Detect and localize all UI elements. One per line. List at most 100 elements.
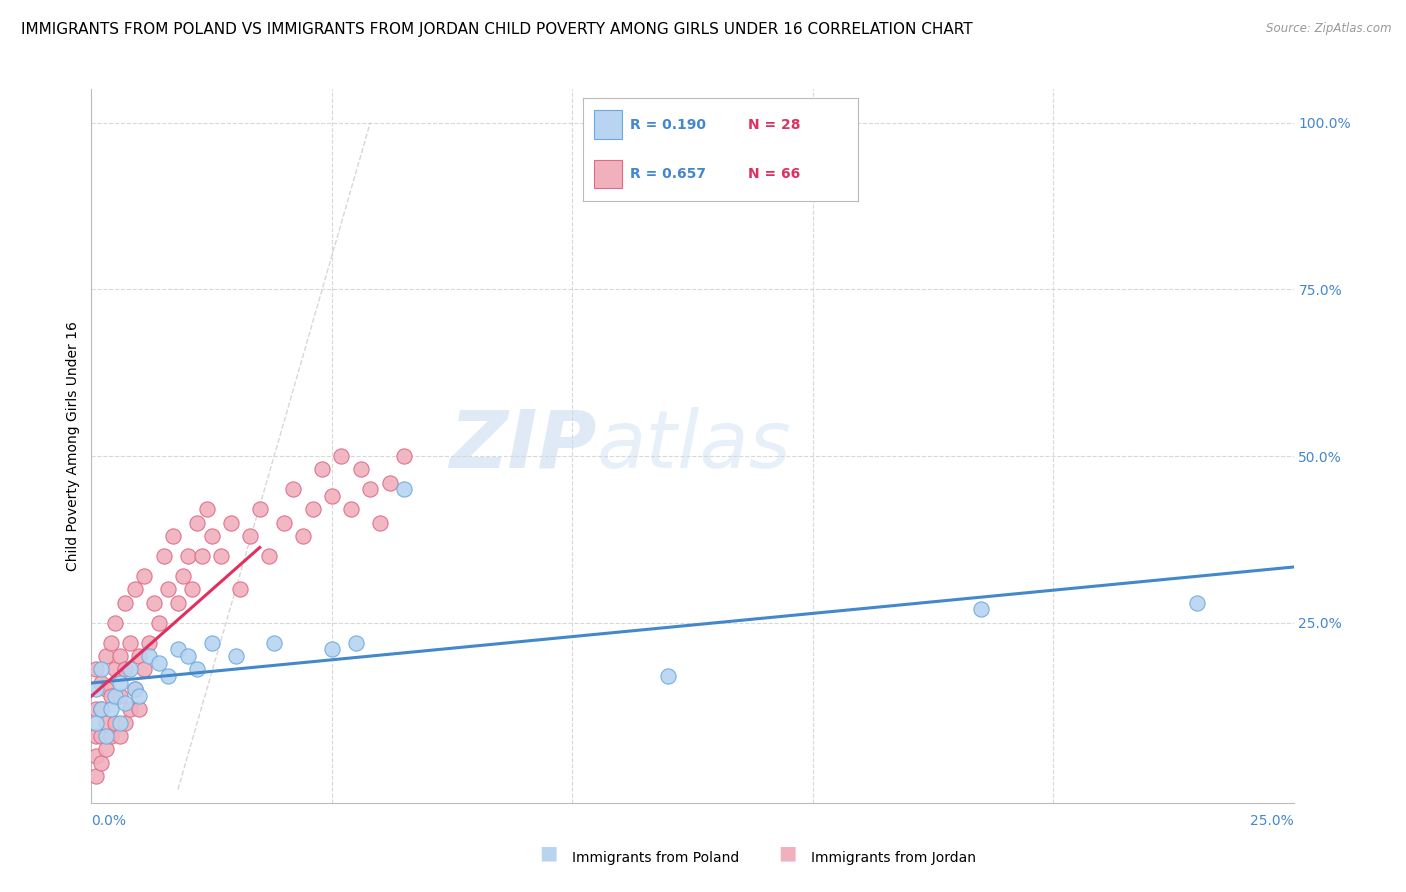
Point [330,449,353,463]
Point [225,649,247,664]
Point [219,516,242,530]
Point [273,516,295,530]
Point [118,702,141,716]
Point [124,682,146,697]
Point [321,642,343,657]
Point [94,682,117,697]
Point [259,549,281,563]
Point [100,636,122,650]
Point [94,742,117,756]
Text: Immigrants from Poland: Immigrants from Poland [572,851,740,865]
Text: ■: ■ [538,843,558,862]
Point [84,662,107,676]
Point [157,582,180,597]
Point [110,675,132,690]
Text: atlas: atlas [596,407,792,485]
Y-axis label: Child Poverty Among Girls Under 16: Child Poverty Among Girls Under 16 [66,321,80,571]
Point [162,529,184,543]
Point [970,602,993,616]
Point [94,715,117,730]
Text: R = 0.657: R = 0.657 [630,167,706,181]
Text: IMMIGRANTS FROM POLAND VS IMMIGRANTS FROM JORDAN CHILD POVERTY AMONG GIRLS UNDER: IMMIGRANTS FROM POLAND VS IMMIGRANTS FRO… [21,22,973,37]
Point [84,749,107,764]
Point [229,582,252,597]
Point [138,636,160,650]
Point [392,449,415,463]
Text: ■: ■ [778,843,797,862]
Point [104,615,127,630]
Point [657,669,679,683]
Point [201,529,224,543]
Text: ZIP: ZIP [449,407,596,485]
Point [124,582,146,597]
Point [152,549,174,563]
Point [350,462,373,476]
Point [114,715,136,730]
Point [128,649,150,664]
Point [321,489,343,503]
Point [100,702,122,716]
Point [90,675,112,690]
Text: Immigrants from Jordan: Immigrants from Jordan [811,851,976,865]
Point [104,689,127,703]
Point [110,729,132,743]
Point [340,502,363,516]
Point [90,702,112,716]
Text: N = 66: N = 66 [748,167,800,181]
Text: 0.0%: 0.0% [91,814,127,828]
Point [118,662,141,676]
Point [94,649,117,664]
Text: Source: ZipAtlas.com: Source: ZipAtlas.com [1267,22,1392,36]
Bar [595,160,621,188]
Point [201,636,224,650]
Point [124,682,146,697]
Point [186,662,208,676]
Point [100,729,122,743]
Point [181,582,204,597]
Point [186,516,208,530]
Point [90,756,112,770]
Point [90,662,112,676]
Point [176,549,198,563]
Point [128,702,150,716]
Point [104,715,127,730]
Point [1187,596,1209,610]
Point [128,689,150,703]
Point [392,483,415,497]
Point [134,569,156,583]
Point [311,462,333,476]
Point [368,516,391,530]
Point [100,689,122,703]
Point [84,729,107,743]
Point [209,549,232,563]
Point [191,549,214,563]
Point [283,483,305,497]
Text: N = 28: N = 28 [748,118,800,132]
Point [249,502,271,516]
Point [84,715,107,730]
Point [114,696,136,710]
Point [94,729,117,743]
Point [138,649,160,664]
Point [114,596,136,610]
Point [167,642,190,657]
Text: 25.0%: 25.0% [1250,814,1294,828]
Point [84,702,107,716]
Point [110,649,132,664]
Point [104,662,127,676]
Point [263,636,285,650]
Point [148,615,170,630]
Point [84,682,107,697]
Point [359,483,381,497]
Point [90,729,112,743]
Point [172,569,194,583]
Point [148,656,170,670]
Point [176,649,198,664]
Point [167,596,190,610]
Point [134,662,156,676]
Point [239,529,262,543]
Bar [595,111,621,139]
Text: R = 0.190: R = 0.190 [630,118,706,132]
Point [291,529,314,543]
Point [301,502,323,516]
